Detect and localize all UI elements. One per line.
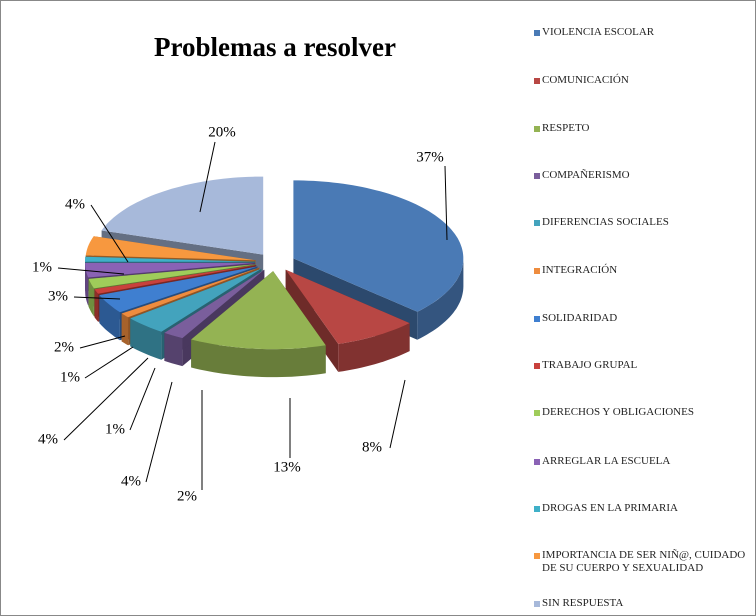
slice-side <box>94 289 99 322</box>
legend-label: DERECHOS Y OBLIGACIONES <box>542 406 694 418</box>
legend-label: DROGAS EN LA PRIMARIA <box>542 502 678 514</box>
leader-line <box>199 141 216 213</box>
legend-label: DIFERENCIAS SOCIALES <box>542 216 669 228</box>
slice <box>85 262 256 278</box>
legend-swatch <box>534 316 540 322</box>
leader-line <box>389 379 406 449</box>
slice-side <box>99 295 120 341</box>
legend-label: TRABAJO GRUPAL <box>542 359 638 371</box>
legend-label: COMUNICACIÓN <box>542 74 629 86</box>
data-label: 8% <box>362 439 382 455</box>
legend-swatch <box>534 126 540 132</box>
data-label: 2% <box>177 488 197 504</box>
legend-item: INTEGRACIÓN <box>534 264 754 277</box>
legend-swatch <box>534 78 540 84</box>
legend-item: IMPORTANCIA DE SER NIÑ@, CUIDADO DE SU C… <box>534 549 754 575</box>
data-label: 1% <box>32 259 52 275</box>
slice-side <box>164 269 265 361</box>
legend-label: ARREGLAR LA ESCUELA <box>542 455 671 467</box>
legend-swatch <box>534 30 540 36</box>
legend-label: SIN RESPUESTA <box>542 597 624 609</box>
legend-swatch <box>534 506 540 512</box>
slice-side <box>164 332 183 367</box>
slice-side <box>85 262 89 306</box>
slice-side <box>417 258 464 340</box>
legend-item: DROGAS EN LA PRIMARIA <box>534 502 754 515</box>
data-label: 1% <box>60 369 80 385</box>
legend-swatch <box>534 173 540 179</box>
slice <box>99 266 258 313</box>
legend-label: RESPETO <box>542 122 590 134</box>
leader-line <box>57 267 125 275</box>
legend-item: SIN RESPUESTA <box>534 597 754 610</box>
leader-line <box>73 296 121 300</box>
data-label: 37% <box>416 149 444 165</box>
slice <box>293 180 464 312</box>
legend-item: COMPAÑERISMO <box>534 169 754 182</box>
legend-item: ARREGLAR LA ESCUELA <box>534 455 754 468</box>
legend-label: INTEGRACIÓN <box>542 264 618 276</box>
slice <box>94 265 257 294</box>
slice <box>101 176 264 255</box>
leader-line <box>145 381 173 483</box>
legend-item: VIOLENCIA ESCOLAR <box>534 26 754 39</box>
data-label: 20% <box>208 124 236 140</box>
legend-item: DIFERENCIAS SOCIALES <box>534 216 754 229</box>
data-label: 4% <box>38 431 58 447</box>
data-label: 4% <box>121 473 141 489</box>
slice-side <box>130 318 162 360</box>
chart-title: Problemas a resolver <box>154 32 396 62</box>
legend-item: SOLIDARIDAD <box>534 312 754 325</box>
legend-label: IMPORTANCIA DE SER NIÑ@, CUIDADO DE SU C… <box>542 549 746 574</box>
legend-item: COMUNICACIÓN <box>534 74 754 87</box>
leader-line <box>444 165 448 241</box>
slice <box>121 267 260 318</box>
legend-item: RESPETO <box>534 122 754 135</box>
legend-swatch <box>534 363 540 369</box>
data-label: 1% <box>105 421 125 437</box>
slice <box>191 271 326 350</box>
data-label: 4% <box>65 196 85 212</box>
slice-side <box>191 339 326 378</box>
data-label: 3% <box>48 288 68 304</box>
legend-label: COMPAÑERISMO <box>542 169 630 181</box>
legend-label: VIOLENCIA ESCOLAR <box>542 26 655 38</box>
legend-swatch <box>534 268 540 274</box>
legend-swatch <box>534 220 540 226</box>
legend-item: DERECHOS Y OBLIGACIONES <box>534 406 754 419</box>
slice <box>88 264 256 289</box>
leader-line <box>79 335 126 349</box>
leader-line <box>90 204 129 263</box>
slice <box>130 268 262 332</box>
legend-swatch <box>534 601 540 607</box>
legend-item: TRABAJO GRUPAL <box>534 359 754 372</box>
legend-swatch <box>534 553 540 559</box>
leader-line <box>129 367 156 431</box>
slice <box>285 269 410 344</box>
slice <box>85 236 256 261</box>
legend-label: SOLIDARIDAD <box>542 312 618 324</box>
leader-line <box>84 346 134 379</box>
leader-line <box>63 357 149 441</box>
slice <box>164 269 265 339</box>
legend-swatch <box>534 410 540 416</box>
data-label: 2% <box>54 339 74 355</box>
data-label: 13% <box>273 459 301 475</box>
slice-side <box>121 313 129 346</box>
legend-swatch <box>534 459 540 465</box>
slice-side <box>338 323 410 372</box>
